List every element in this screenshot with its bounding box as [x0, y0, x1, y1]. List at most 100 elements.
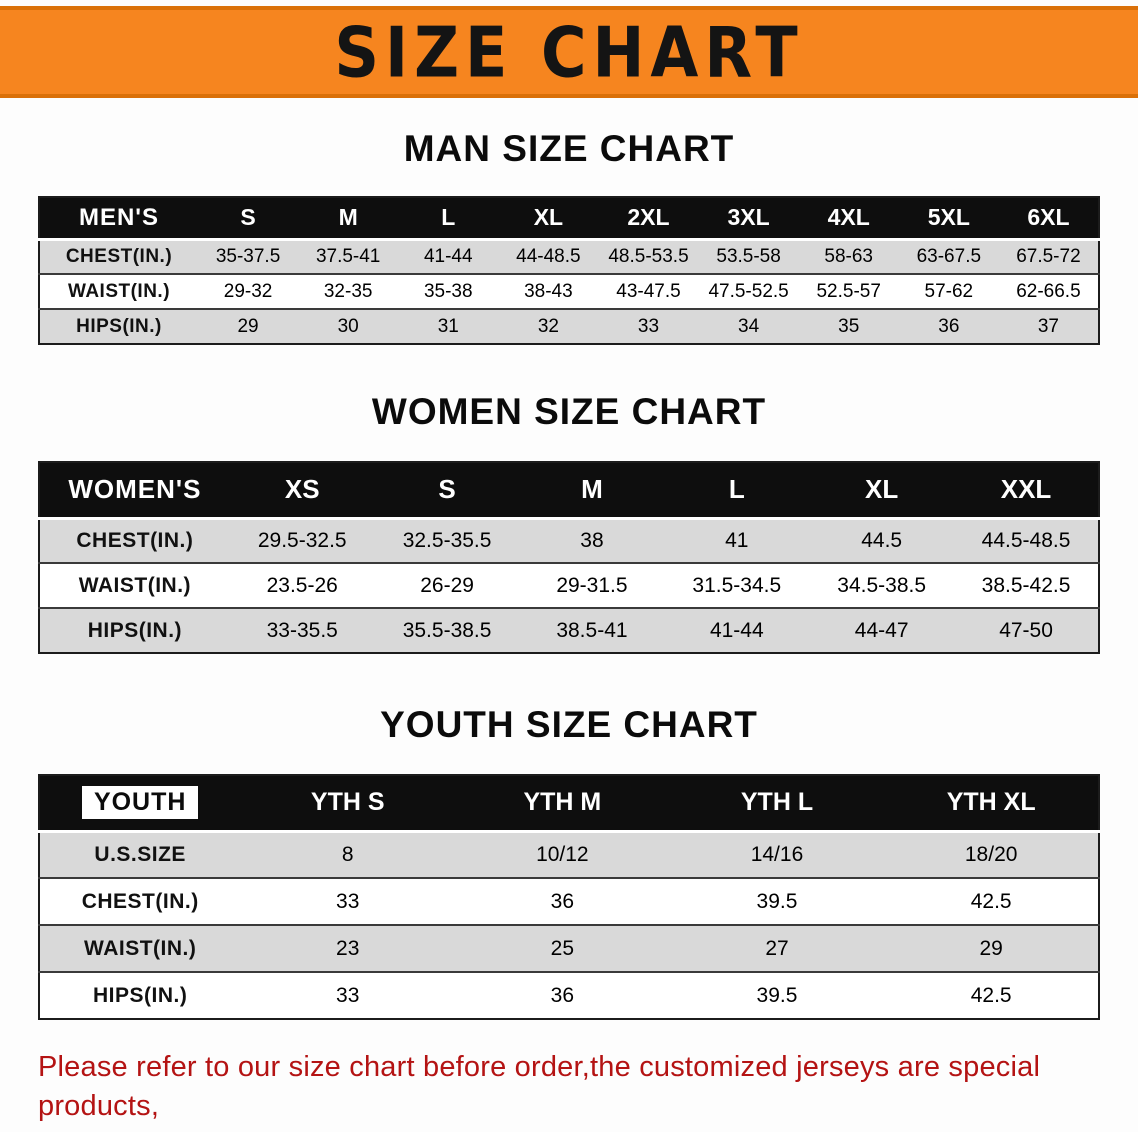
size-value-cell: 57-62: [924, 280, 974, 302]
size-value-cell: 23.5-26: [266, 573, 338, 597]
size-value-cell: 29.5-32.5: [257, 528, 347, 552]
size-column-header: 6XL: [998, 197, 1099, 241]
size-value-cell: 36: [550, 889, 575, 913]
size-value-cell: 25: [550, 936, 575, 960]
size-value-cell: 42.5: [970, 889, 1012, 913]
disclaimer-note: Please refer to our size chart before or…: [38, 1048, 1100, 1132]
size-value-cell: 44-48.5: [516, 245, 581, 267]
size-value-cell: 34.5-38.5: [837, 573, 927, 597]
size-column-header: M: [519, 462, 665, 520]
table-row: HIPS(IN.) 33-35.5 35.5-38.5 38.5-41 41-44 44-…: [39, 608, 1099, 653]
row-label: WAIST(IN.): [84, 936, 197, 960]
size-value-cell: 58-63: [824, 245, 874, 267]
size-value-cell: 32-35: [323, 280, 373, 302]
size-value-cell: 44.5-48.5: [981, 528, 1071, 552]
size-column-header: 5XL: [898, 197, 999, 241]
size-value-cell: 67.5-72: [1016, 245, 1081, 267]
row-label: HIPS(IN.): [87, 618, 183, 642]
size-value-cell: 29-32: [223, 280, 273, 302]
size-value-cell: 38: [580, 528, 604, 552]
row-label: CHEST(IN.): [65, 245, 173, 267]
size-value-cell: 31: [437, 315, 459, 337]
size-value-cell: 32.5-35.5: [402, 528, 492, 552]
youth-section-heading: YOUTH SIZE CHART: [380, 704, 758, 745]
size-value-cell: 38-43: [524, 280, 573, 302]
row-label: U.S.SIZE: [94, 842, 186, 866]
size-value-cell: 52.5-57: [816, 280, 881, 302]
size-value-cell: 47-50: [999, 618, 1053, 642]
size-value-cell: 35: [838, 315, 860, 337]
banner: SIZE CHART: [0, 6, 1138, 98]
size-value-cell: 41-44: [709, 618, 764, 642]
size-value-cell: 32: [537, 315, 559, 337]
table-header-row: WOMEN'S XS S M L XL XXL: [39, 462, 1099, 520]
women-section-heading: WOMEN SIZE CHART: [371, 391, 767, 432]
table-row: CHEST(IN.) 35-37.5 37.5-41 41-44 44-48.5 48.5…: [39, 239, 1099, 274]
size-value-cell: 42.5: [970, 983, 1012, 1007]
corner-header: WOMEN'S: [39, 462, 230, 520]
size-value-cell: 31.5-34.5: [692, 573, 782, 597]
size-value-cell: 44.5: [861, 528, 903, 552]
size-column-header: YTH L: [669, 775, 885, 833]
size-value-cell: 35-38: [423, 280, 473, 302]
row-label: WAIST(IN.): [78, 573, 192, 597]
size-value-cell: 33: [336, 889, 360, 913]
size-column-header: 2XL: [598, 197, 699, 241]
size-value-cell: 62-66.5: [1016, 280, 1081, 302]
size-value-cell: 10/12: [536, 842, 589, 866]
size-column-header: S: [374, 462, 520, 520]
size-value-cell: 63-67.5: [916, 245, 982, 267]
size-column-header: XS: [229, 462, 375, 520]
size-column-header: S: [198, 197, 299, 241]
size-value-cell: 34: [738, 315, 760, 337]
size-column-header: YTH M: [455, 775, 670, 833]
size-value-cell: 47.5-52.5: [708, 280, 789, 302]
table-header-row: YOUTH YTH S YTH M YTH L YTH XL: [39, 775, 1099, 833]
row-label: HIPS(IN.): [93, 983, 188, 1007]
size-column-header: XXL: [954, 462, 1099, 520]
table-row: WAIST(IN.) 29-32 32-35 35-38 38-43 43-47.5 47.…: [39, 274, 1099, 309]
size-column-header: XL: [809, 462, 955, 520]
size-value-cell: 29-31.5: [556, 573, 628, 597]
table-row: CHEST(IN.) 33 36 39.5 42.5: [39, 878, 1099, 925]
size-value-cell: 38.5-42.5: [981, 573, 1071, 597]
size-value-cell: 41: [725, 528, 749, 552]
size-value-cell: 38.5-41: [556, 618, 628, 642]
disclaimer-line: Please refer to our size chart before or…: [38, 1051, 1041, 1122]
table-row: WAIST(IN.) 23.5-26 26-29 29-31.5 31.5-34.5 34…: [39, 563, 1099, 608]
size-value-cell: 26-29: [420, 573, 474, 597]
size-value-cell: 33: [336, 983, 360, 1007]
women-size-table: WOMEN'S XS S M L XL XXL CHEST(IN.) 29.5-32.5 32…: [38, 461, 1100, 654]
size-value-cell: 8: [341, 842, 354, 866]
size-column-header: L: [664, 462, 810, 520]
size-column-header: L: [398, 197, 499, 241]
size-value-cell: 35-37.5: [215, 245, 281, 267]
men-section-heading: MAN SIZE CHART: [403, 128, 735, 169]
corner-header: MEN'S: [39, 197, 198, 241]
size-value-cell: 39.5: [756, 983, 798, 1007]
size-value-cell: 48.5-53.5: [608, 245, 689, 267]
size-value-cell: 37.5-41: [315, 245, 381, 267]
size-value-cell: 23: [336, 936, 360, 960]
size-value-cell: 30: [337, 315, 359, 337]
table-header-row: MEN'S S M L XL 2XL 3XL 4XL 5XL 6XL: [39, 197, 1099, 241]
size-value-cell: 36: [938, 315, 960, 337]
size-column-header: XL: [498, 197, 599, 241]
men-size-table: MEN'S S M L XL 2XL 3XL 4XL 5XL 6XL CHEST(IN.) 35-…: [38, 196, 1100, 345]
row-label: WAIST(IN.): [67, 280, 171, 302]
corner-header-label: YOUTH: [81, 786, 199, 820]
size-value-cell: 33: [637, 315, 660, 337]
row-label: CHEST(IN.): [76, 528, 194, 552]
size-value-cell: 39.5: [756, 889, 798, 913]
size-value-cell: 33-35.5: [266, 618, 338, 642]
size-value-cell: 14/16: [750, 842, 804, 866]
size-column-header: 3XL: [698, 197, 799, 241]
size-value-cell: 35.5-38.5: [402, 618, 492, 642]
size-value-cell: 18/20: [964, 842, 1018, 866]
corner-header: YOUTH: [39, 775, 241, 833]
table-row: HIPS(IN.) 29 30 31 32 33 34 35 36 37: [39, 309, 1099, 344]
row-label: HIPS(IN.): [76, 315, 162, 337]
size-value-cell: 37: [1037, 315, 1059, 337]
size-column-header: YTH S: [240, 775, 456, 833]
